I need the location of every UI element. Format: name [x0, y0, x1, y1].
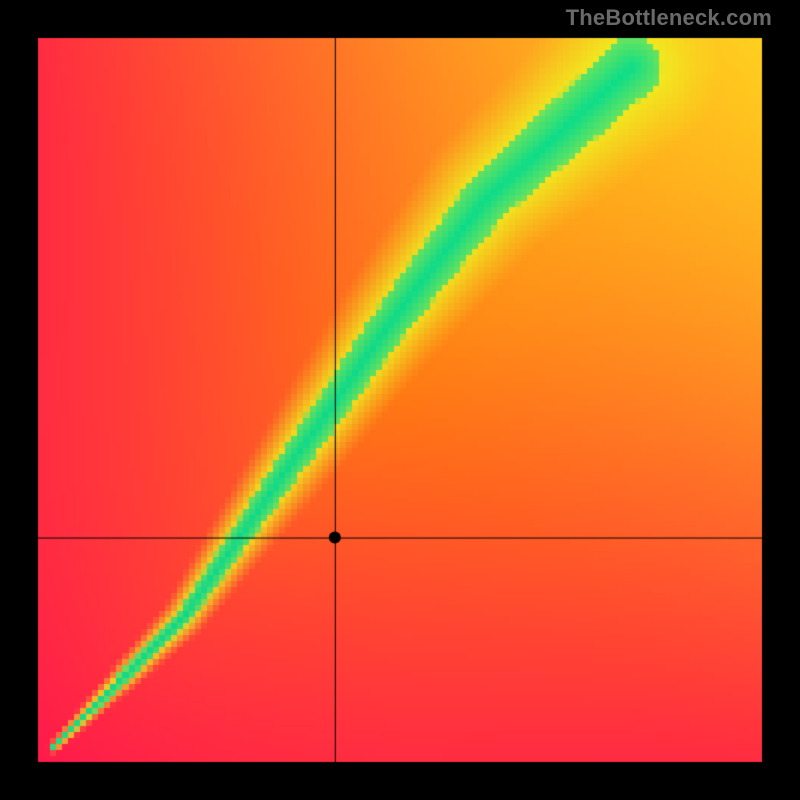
heatmap-canvas	[0, 0, 800, 800]
chart-container: TheBottleneck.com	[0, 0, 800, 800]
watermark-text: TheBottleneck.com	[566, 5, 772, 31]
